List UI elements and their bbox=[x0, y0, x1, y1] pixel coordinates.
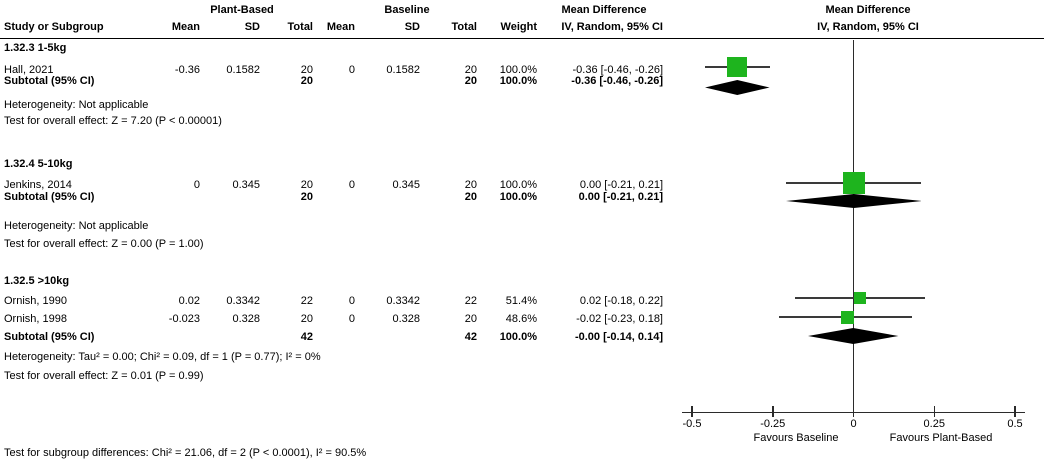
subtotal-plant-total: 20 bbox=[300, 74, 313, 87]
subtotal-weight: 100.0% bbox=[499, 190, 537, 203]
baseline-total-value: 20 bbox=[464, 63, 477, 76]
study-name: Jenkins, 2014 bbox=[4, 178, 72, 191]
baseline-sd-column-header: SD bbox=[404, 21, 420, 33]
ci-text-value: 0.02 [-0.18, 0.22] bbox=[579, 294, 663, 307]
plant-mean-value: 0 bbox=[193, 178, 200, 191]
ci-text-value: -0.36 [-0.46, -0.26] bbox=[572, 63, 664, 76]
baseline-total-column-header: Total bbox=[451, 21, 477, 33]
axis-left-label: Favours Baseline bbox=[753, 432, 839, 444]
effect-size-square bbox=[853, 292, 866, 304]
plant-sd-value: 0.3342 bbox=[226, 294, 260, 307]
heterogeneity-text: Heterogeneity: Tau² = 0.00; Chi² = 0.09,… bbox=[4, 350, 321, 363]
baseline-sd-value: 0.1582 bbox=[386, 63, 420, 76]
x-axis-tick-label: -0.5 bbox=[682, 417, 702, 430]
subgroup-title: 1.32.3 1-5kg bbox=[4, 41, 67, 54]
plant-mean-value: -0.023 bbox=[168, 312, 200, 325]
subtotal-baseline-total: 20 bbox=[464, 190, 477, 203]
plant-mean-value: 0.02 bbox=[178, 294, 200, 307]
heterogeneity-text: Heterogeneity: Not applicable bbox=[4, 219, 149, 232]
x-axis-tick bbox=[691, 406, 693, 417]
baseline-mean-value: 0 bbox=[348, 178, 355, 191]
x-axis-tick bbox=[1014, 406, 1016, 417]
effect-size-square bbox=[840, 310, 854, 324]
ci-text-column-header: IV, Random, 95% CI bbox=[561, 21, 663, 33]
baseline-sd-value: 0.3342 bbox=[386, 294, 420, 307]
effect-size-square bbox=[842, 172, 865, 194]
x-axis-tick bbox=[933, 406, 935, 417]
subtotal-label: Subtotal (95% CI) bbox=[4, 74, 95, 87]
baseline-total-value: 20 bbox=[464, 312, 477, 325]
overall-effect-test: Test for overall effect: Z = 0.00 (P = 1… bbox=[4, 237, 204, 250]
subtotal-weight: 100.0% bbox=[499, 74, 537, 87]
study-name: Ornish, 1998 bbox=[4, 312, 67, 325]
x-axis-tick-label: 0.5 bbox=[1007, 417, 1023, 430]
overall-effect-test: Test for overall effect: Z = 7.20 (P < 0… bbox=[4, 114, 222, 127]
weight-column-header: Weight bbox=[500, 21, 537, 33]
plant-sd-value: 0.1582 bbox=[226, 63, 260, 76]
x-axis-tick-label: 0 bbox=[850, 417, 857, 430]
weight-value: 100.0% bbox=[499, 63, 537, 76]
subtotal-ci-text: 0.00 [-0.21, 0.21] bbox=[578, 190, 663, 203]
heterogeneity-text: Heterogeneity: Not applicable bbox=[4, 98, 149, 111]
header-separator-line bbox=[0, 38, 1044, 39]
x-axis-tick-label: -0.25 bbox=[760, 417, 786, 430]
baseline-sd-value: 0.345 bbox=[392, 178, 420, 191]
study-name: Hall, 2021 bbox=[4, 63, 54, 76]
subgroup-title: 1.32.4 5-10kg bbox=[4, 157, 73, 170]
plant-total-value: 22 bbox=[300, 294, 313, 307]
subtotal-baseline-total: 20 bbox=[464, 74, 477, 87]
ci-text-value: 0.00 [-0.21, 0.21] bbox=[579, 178, 663, 191]
baseline-mean-column-header: Mean bbox=[326, 21, 355, 33]
plant-total-value: 20 bbox=[300, 178, 313, 191]
subtotal-ci-text: -0.00 [-0.14, 0.14] bbox=[574, 330, 663, 343]
group-header-plant-based: Plant-Based bbox=[210, 4, 274, 16]
plant-sd-value: 0.328 bbox=[232, 312, 260, 325]
plant-total-column-header: Total bbox=[287, 21, 313, 33]
subtotal-diamond bbox=[785, 194, 922, 208]
plant-sd-column-header: SD bbox=[244, 21, 260, 33]
axis-right-label: Favours Plant-Based bbox=[889, 432, 993, 444]
subtotal-label: Subtotal (95% CI) bbox=[4, 190, 95, 203]
subtotal-label: Subtotal (95% CI) bbox=[4, 330, 95, 343]
plant-mean-value: -0.36 bbox=[174, 63, 200, 76]
ci-plot-column-header: IV, Random, 95% CI bbox=[817, 21, 919, 33]
x-axis-tick bbox=[852, 406, 855, 417]
mean-difference-text-header: Mean Difference bbox=[561, 4, 647, 16]
subgroup-title: 1.32.5 >10kg bbox=[4, 274, 70, 287]
baseline-mean-value: 0 bbox=[348, 294, 355, 307]
baseline-mean-value: 0 bbox=[348, 312, 355, 325]
baseline-total-value: 20 bbox=[464, 178, 477, 191]
subtotal-diamond bbox=[808, 328, 899, 344]
weight-value: 51.4% bbox=[505, 294, 537, 307]
plant-total-value: 20 bbox=[300, 63, 313, 76]
ci-text-value: -0.02 [-0.23, 0.18] bbox=[576, 312, 663, 325]
plant-total-value: 20 bbox=[300, 312, 313, 325]
group-header-baseline: Baseline bbox=[384, 4, 430, 16]
subtotal-diamond bbox=[704, 79, 770, 95]
baseline-mean-value: 0 bbox=[348, 63, 355, 76]
study-name: Ornish, 1990 bbox=[4, 294, 67, 307]
mean-difference-plot-header: Mean Difference bbox=[825, 4, 911, 16]
subgroup-difference-test: Test for subgroup differences: Chi² = 21… bbox=[4, 447, 367, 459]
plant-sd-value: 0.345 bbox=[232, 178, 260, 191]
x-axis-tick-label: 0.25 bbox=[923, 417, 945, 430]
subtotal-weight: 100.0% bbox=[499, 330, 537, 343]
subtotal-plant-total: 20 bbox=[300, 190, 313, 203]
weight-value: 100.0% bbox=[499, 178, 537, 191]
study-column-header: Study or Subgroup bbox=[4, 21, 104, 33]
effect-size-square bbox=[727, 57, 748, 77]
subtotal-baseline-total: 42 bbox=[464, 330, 477, 343]
baseline-total-value: 22 bbox=[464, 294, 477, 307]
plant-mean-column-header: Mean bbox=[171, 21, 200, 33]
weight-value: 48.6% bbox=[505, 312, 537, 325]
subtotal-plant-total: 42 bbox=[300, 330, 313, 343]
overall-effect-test: Test for overall effect: Z = 0.01 (P = 0… bbox=[4, 369, 204, 382]
baseline-sd-value: 0.328 bbox=[392, 312, 420, 325]
x-axis-tick bbox=[772, 406, 774, 417]
zero-reference-line bbox=[852, 40, 855, 412]
subtotal-ci-text: -0.36 [-0.46, -0.26] bbox=[571, 74, 663, 87]
